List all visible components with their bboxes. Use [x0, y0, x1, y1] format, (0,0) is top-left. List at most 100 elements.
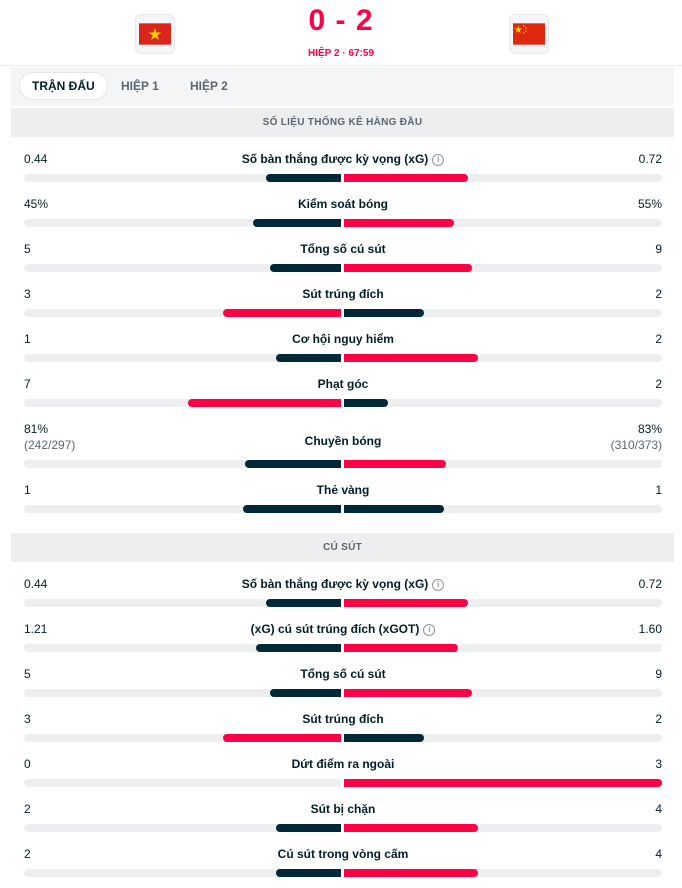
home-bar-track [24, 264, 341, 272]
stat-label-text: Số bàn thắng được kỳ vọng (xG) [241, 577, 429, 591]
info-icon[interactable]: i [432, 579, 445, 591]
away-value-main: 2 [655, 287, 662, 301]
stat-label-text: Cú sút trong vòng cấm [277, 847, 409, 861]
away-value-main: 2 [655, 377, 662, 391]
china-flag-icon [513, 23, 545, 45]
stat-row: 2 4 Cú sút trong vòng cấm [24, 847, 662, 877]
stat-row: 2 4 Sút bị chặn [24, 802, 662, 832]
home-bar-track [24, 599, 341, 607]
away-bar-track [344, 599, 662, 607]
info-icon[interactable]: i [423, 624, 436, 636]
stat-label-text: Thẻ vàng [316, 483, 370, 497]
home-bar-fill [256, 644, 341, 652]
away-bar-track [344, 689, 662, 697]
home-bar-track [24, 779, 341, 787]
away-team-flag[interactable] [509, 14, 549, 54]
stat-label: Tổng số cú sút [24, 667, 662, 681]
home-bar-fill [253, 219, 341, 227]
tab-second-half[interactable]: HIỆP 2 [190, 79, 228, 93]
away-value: 1 [655, 483, 662, 497]
home-value: 0.44 [24, 152, 47, 166]
away-value: 2 [655, 287, 662, 301]
away-value-main: 4 [655, 802, 662, 816]
away-value: 3 [655, 757, 662, 771]
away-bar-track [344, 460, 662, 468]
away-bar-track [344, 309, 662, 317]
stat-row: 1 1 Thẻ vàng [24, 483, 662, 513]
stat-label-text: Số bàn thắng được kỳ vọng (xG) [241, 152, 429, 166]
away-value-main: 3 [655, 757, 662, 771]
away-bar-fill [344, 174, 468, 182]
stat-label: Cơ hội nguy hiểm [24, 332, 662, 346]
stat-row: 5 9 Tổng số cú sút [24, 667, 662, 697]
stat-row: 0 3 Dứt điểm ra ngoài [24, 757, 662, 787]
home-bar-fill [266, 174, 341, 182]
away-bar-fill [344, 505, 444, 513]
home-bar-track [24, 460, 341, 468]
home-value: 81% (242/297) [24, 422, 75, 454]
away-value-main: 1 [655, 483, 662, 497]
away-value: 4 [655, 847, 662, 861]
home-value-main: 2 [24, 802, 31, 816]
home-value: 1 [24, 483, 31, 497]
home-bar-track [24, 219, 341, 227]
away-value: 1.60 [639, 622, 662, 636]
tab-match[interactable]: TRẬN ĐẤU [19, 72, 108, 100]
tab-first-half[interactable]: HIỆP 1 [121, 79, 159, 93]
stat-row: 3 2 Sút trúng đích [24, 287, 662, 317]
away-value-main: 1.60 [638, 622, 662, 636]
away-bar-track [344, 219, 662, 227]
away-bar-track [344, 824, 662, 832]
stat-row: 81% (242/297) 83% (310/373) Chuyền bóng [24, 422, 662, 468]
away-bar-fill [344, 689, 472, 697]
home-value-main: 0.44 [24, 152, 48, 166]
home-value-main: 45% [24, 197, 49, 211]
stat-label-text: Tổng số cú sút [300, 667, 386, 681]
home-value-main: 1 [24, 332, 31, 346]
away-bar-track [344, 734, 662, 742]
stat-label: Tổng số cú sút [24, 242, 662, 256]
away-value: 2 [655, 332, 662, 346]
stat-label: Cú sút trong vòng cấm [24, 847, 662, 861]
match-period: HIỆP 2 · 67:59 [308, 48, 374, 59]
away-bar-fill [344, 264, 472, 272]
home-value-main: 3 [24, 287, 31, 301]
home-bar-fill [270, 689, 341, 697]
away-value-main: 0.72 [638, 152, 662, 166]
info-icon[interactable]: i [432, 154, 445, 166]
away-bar-track [344, 354, 662, 362]
home-bar-fill [245, 460, 341, 468]
stat-row: 0.44 0.72 Số bàn thắng được kỳ vọng (xG) i [24, 152, 662, 182]
away-bar-fill [344, 460, 446, 468]
home-bar-track [24, 309, 341, 317]
away-bar-track [344, 174, 662, 182]
away-bar-fill [344, 869, 478, 877]
home-value-main: 5 [24, 242, 31, 256]
away-bar-track [344, 869, 662, 877]
stat-label-text: Sút trúng đích [302, 712, 384, 726]
stat-row: 1.21 1.60 (xG) cú sút trúng đích (xGOT) i [24, 622, 662, 652]
home-team-flag[interactable] [135, 14, 175, 54]
home-bar-fill [266, 599, 341, 607]
home-bar-track [24, 174, 341, 182]
home-bar-track [24, 644, 341, 652]
home-value: 0.44 [24, 577, 47, 591]
away-value: 55% [638, 197, 662, 211]
away-bar-track [344, 779, 662, 787]
stat-label-text: Tổng số cú sút [300, 242, 386, 256]
home-bar-fill [223, 734, 341, 742]
home-value: 0 [24, 757, 31, 771]
home-value: 3 [24, 287, 31, 301]
home-value: 45% [24, 197, 48, 211]
away-value: 0.72 [639, 152, 662, 166]
stat-label: (xG) cú sút trúng đích (xGOT) i [24, 622, 662, 636]
stat-label: Kiểm soát bóng [24, 197, 662, 211]
home-value: 5 [24, 667, 31, 681]
stat-label: Phạt góc [24, 377, 662, 391]
away-bar-track [344, 505, 662, 513]
away-value: 4 [655, 802, 662, 816]
stat-label: Số bàn thắng được kỳ vọng (xG) i [24, 577, 662, 591]
home-bar-track [24, 399, 341, 407]
home-value-main: 3 [24, 712, 31, 726]
home-bar-fill [188, 399, 341, 407]
